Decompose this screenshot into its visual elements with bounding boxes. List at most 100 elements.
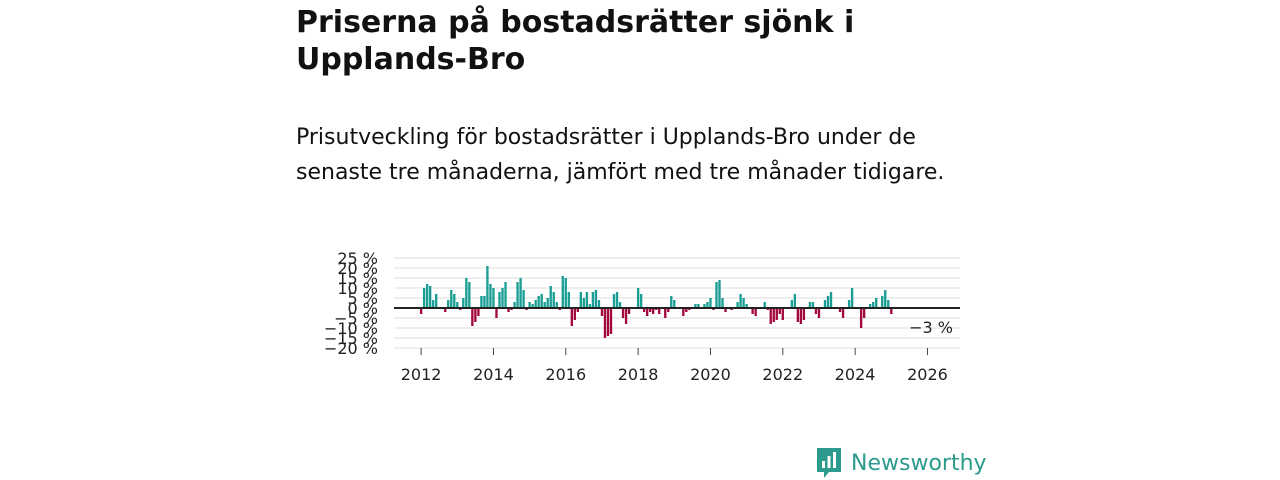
- bar: [477, 308, 480, 316]
- bar: [585, 292, 589, 308]
- bar: [736, 302, 739, 308]
- x-tick-label: 2012: [401, 365, 442, 384]
- bar: [600, 308, 604, 316]
- bar: [718, 280, 721, 308]
- bar: [652, 308, 655, 314]
- bar: [471, 308, 474, 326]
- y-tick-label: 20 %: [337, 259, 378, 278]
- bar: [673, 300, 676, 308]
- bar: [522, 290, 525, 308]
- y-tick-label: 25 %: [337, 249, 378, 268]
- bar: [609, 308, 613, 334]
- bar: [540, 294, 543, 308]
- x-axis-labels: 2012 2014 2016 2018 2020 2022 2024 2026: [401, 348, 948, 384]
- bar: [709, 298, 712, 308]
- bar: [869, 304, 872, 308]
- bar: [435, 294, 438, 308]
- bar: [685, 308, 688, 312]
- bar: [561, 276, 564, 308]
- newsworthy-logo-icon: [817, 448, 841, 478]
- bar: [823, 300, 827, 308]
- bar: [841, 308, 845, 318]
- bar: [504, 282, 507, 308]
- bar: [697, 304, 700, 308]
- bar: [468, 282, 471, 308]
- y-axis-labels: 25 %20 %15 %10 %5 %0 %−5 %−10 %−15 %−20 …: [324, 249, 378, 358]
- bar: [799, 308, 803, 324]
- bar: [422, 288, 426, 308]
- bar: [658, 308, 661, 314]
- bar: [763, 302, 766, 308]
- bar: [739, 294, 742, 308]
- bar: [576, 308, 580, 312]
- bar: [802, 308, 806, 320]
- bar: [890, 308, 893, 314]
- brand-name: Newsworthy: [851, 450, 987, 476]
- bar: [492, 288, 495, 308]
- bar: [507, 308, 510, 312]
- bar: [432, 300, 435, 308]
- y-tick-label: 0 %: [348, 299, 378, 318]
- bar: [778, 308, 781, 314]
- y-tick-label: −5 %: [334, 309, 378, 328]
- bar: [582, 298, 586, 308]
- bar: [781, 308, 784, 320]
- bar: [811, 302, 815, 308]
- bar: [829, 292, 833, 308]
- bar: [456, 302, 459, 308]
- bar: [495, 308, 498, 318]
- x-tick-label: 2022: [762, 365, 803, 384]
- bar: [543, 302, 546, 308]
- bar: [453, 294, 456, 308]
- bar: [516, 282, 519, 308]
- chart-title: Priserna på bostadsrätter sjönk i Upplan…: [296, 5, 855, 77]
- x-tick-label: 2014: [473, 365, 514, 384]
- bar: [498, 292, 501, 308]
- bar: [573, 308, 577, 320]
- bar: [450, 290, 453, 308]
- bar: [769, 308, 772, 324]
- bar: [465, 278, 468, 308]
- bar: [838, 308, 842, 312]
- bar: [627, 308, 631, 314]
- bar: [447, 300, 450, 308]
- bars: [419, 266, 893, 338]
- bar: [742, 298, 745, 308]
- bar: [694, 304, 697, 308]
- bar: [486, 266, 489, 308]
- bar: [480, 296, 483, 308]
- bar: [624, 308, 628, 324]
- bar: [534, 300, 537, 308]
- bar: [715, 282, 718, 308]
- bar: [847, 300, 851, 308]
- last-value-label: −3 %: [909, 318, 953, 337]
- bar: [814, 308, 818, 314]
- bar: [664, 308, 667, 318]
- bar: [793, 294, 797, 308]
- bar: [875, 298, 878, 308]
- bar: [642, 308, 646, 312]
- bar: [594, 290, 598, 308]
- bar: [549, 286, 552, 308]
- bar: [808, 302, 812, 308]
- bar: [724, 308, 727, 312]
- x-tick-label: 2018: [618, 365, 659, 384]
- bar: [615, 292, 619, 308]
- bar: [474, 308, 477, 322]
- x-tick-label: 2016: [545, 365, 586, 384]
- x-tick-label: 2026: [907, 365, 948, 384]
- y-tick-label: −20 %: [324, 339, 378, 358]
- bar: [531, 304, 534, 308]
- bar: [772, 308, 775, 322]
- bar: [428, 286, 432, 308]
- y-tick-label: 10 %: [337, 279, 378, 298]
- x-tick-label: 2024: [835, 365, 876, 384]
- bar: [881, 296, 884, 308]
- bar: [552, 292, 555, 308]
- chart-subtitle: Prisutveckling för bostadsrätter i Uppla…: [296, 125, 945, 185]
- bar: [579, 292, 583, 308]
- bar: [419, 308, 423, 314]
- y-tick-label: −15 %: [324, 329, 378, 348]
- bar: [682, 308, 685, 316]
- bar: [564, 278, 567, 308]
